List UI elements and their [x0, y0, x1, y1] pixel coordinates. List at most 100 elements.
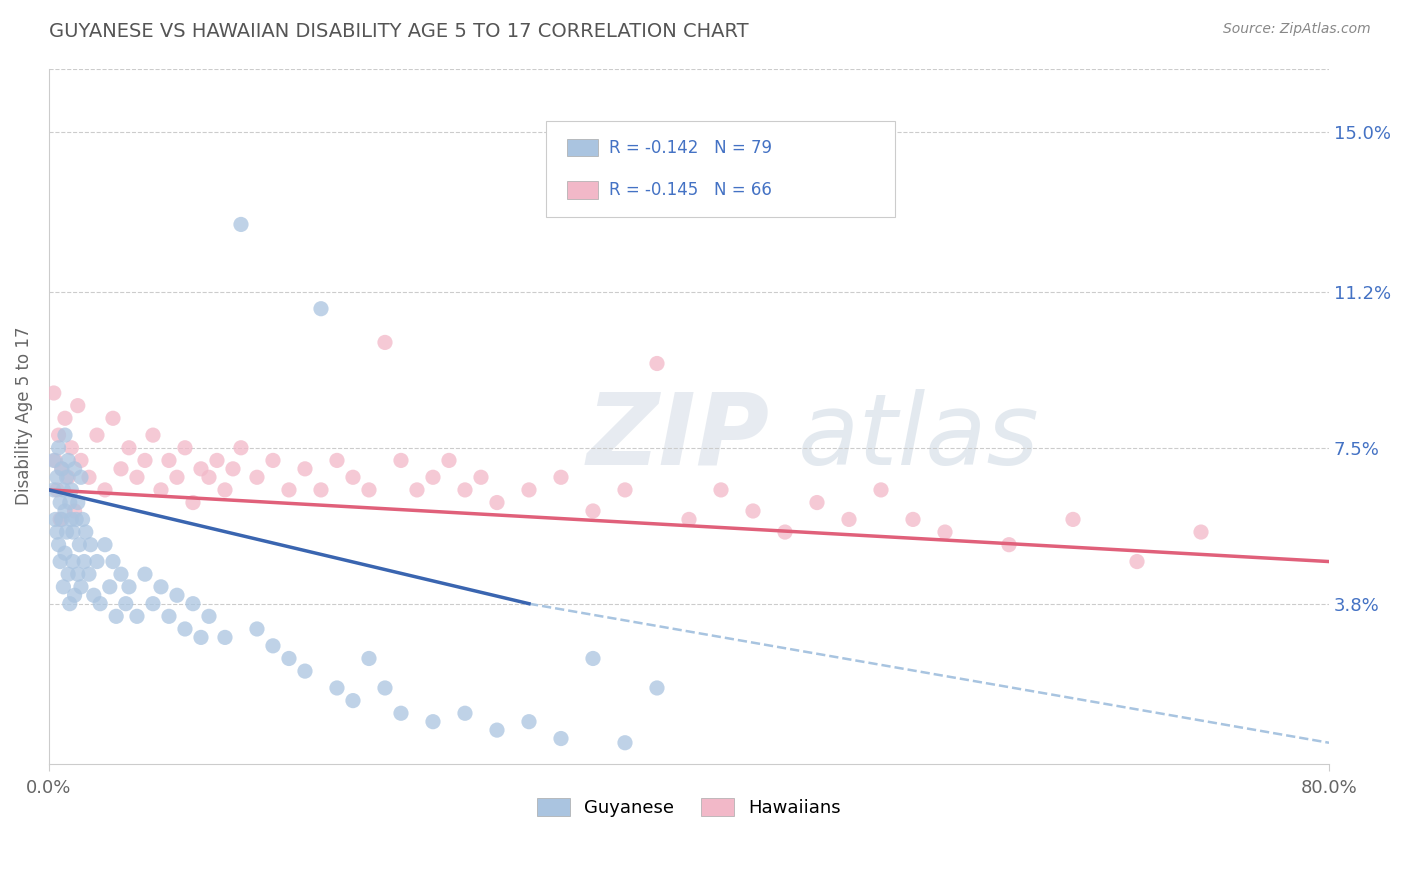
- Point: [517, 483, 540, 497]
- Point: [142, 428, 165, 442]
- Point: [44, 512, 66, 526]
- Point: [294, 462, 316, 476]
- Point: [645, 357, 668, 371]
- Text: ZIP: ZIP: [586, 389, 769, 485]
- Point: [309, 301, 332, 316]
- Point: [550, 470, 572, 484]
- Point: [342, 470, 364, 484]
- Point: [485, 723, 508, 738]
- Point: [77, 567, 100, 582]
- Point: [278, 651, 301, 665]
- Point: [110, 567, 132, 582]
- Point: [181, 597, 204, 611]
- Point: [42, 386, 65, 401]
- Point: [63, 462, 86, 476]
- Point: [582, 504, 605, 518]
- Point: [59, 597, 82, 611]
- Point: [149, 483, 172, 497]
- Point: [166, 588, 188, 602]
- Point: [79, 538, 101, 552]
- Point: [83, 588, 105, 602]
- Legend: Guyanese, Hawaiians: Guyanese, Hawaiians: [530, 790, 848, 824]
- Point: [214, 631, 236, 645]
- Point: [70, 580, 93, 594]
- Point: [870, 483, 893, 497]
- Point: [134, 567, 156, 582]
- Text: atlas: atlas: [797, 389, 1039, 485]
- Point: [742, 504, 765, 518]
- Point: [550, 731, 572, 746]
- Point: [77, 470, 100, 484]
- Point: [59, 495, 82, 509]
- Point: [98, 580, 121, 594]
- Point: [181, 495, 204, 509]
- Point: [389, 706, 412, 721]
- Point: [101, 555, 124, 569]
- Point: [262, 639, 284, 653]
- Point: [838, 512, 860, 526]
- Point: [125, 609, 148, 624]
- Point: [42, 453, 65, 467]
- Point: [66, 399, 89, 413]
- Point: [357, 483, 380, 497]
- Point: [198, 470, 221, 484]
- Point: [75, 524, 97, 539]
- Point: [63, 504, 86, 518]
- Text: R = -0.145   N = 66: R = -0.145 N = 66: [609, 181, 772, 199]
- Point: [118, 441, 141, 455]
- Point: [326, 681, 349, 695]
- Point: [49, 555, 72, 569]
- Point: [72, 512, 94, 526]
- Point: [342, 693, 364, 707]
- Point: [149, 580, 172, 594]
- Point: [60, 512, 83, 526]
- Point: [470, 470, 492, 484]
- Point: [52, 580, 75, 594]
- Point: [174, 441, 197, 455]
- Point: [60, 441, 83, 455]
- Point: [389, 453, 412, 467]
- Point: [134, 453, 156, 467]
- Point: [73, 555, 96, 569]
- Point: [49, 495, 72, 509]
- Point: [56, 453, 79, 467]
- Point: [60, 483, 83, 497]
- Point: [678, 512, 700, 526]
- Point: [246, 470, 269, 484]
- Point: [454, 706, 477, 721]
- Point: [52, 483, 75, 497]
- Point: [614, 736, 637, 750]
- Point: [214, 483, 236, 497]
- Point: [51, 512, 73, 526]
- Point: [46, 483, 69, 497]
- Point: [53, 504, 76, 518]
- Point: [517, 714, 540, 729]
- Point: [118, 580, 141, 594]
- Point: [56, 567, 79, 582]
- Point: [262, 453, 284, 467]
- Point: [1189, 524, 1212, 539]
- Point: [125, 470, 148, 484]
- Point: [70, 453, 93, 467]
- Point: [51, 462, 73, 476]
- Point: [422, 714, 444, 729]
- Point: [110, 462, 132, 476]
- Text: Source: ZipAtlas.com: Source: ZipAtlas.com: [1223, 22, 1371, 37]
- Point: [645, 681, 668, 695]
- Point: [437, 453, 460, 467]
- Point: [773, 524, 796, 539]
- Point: [56, 470, 79, 484]
- Point: [66, 567, 89, 582]
- Y-axis label: Disability Age 5 to 17: Disability Age 5 to 17: [15, 327, 32, 506]
- Point: [66, 495, 89, 509]
- Point: [246, 622, 269, 636]
- Point: [174, 622, 197, 636]
- Point: [229, 218, 252, 232]
- Point: [998, 538, 1021, 552]
- Point: [114, 597, 136, 611]
- Text: GUYANESE VS HAWAIIAN DISABILITY AGE 5 TO 17 CORRELATION CHART: GUYANESE VS HAWAIIAN DISABILITY AGE 5 TO…: [49, 22, 749, 41]
- Point: [86, 555, 108, 569]
- Point: [205, 453, 228, 467]
- Point: [48, 538, 70, 552]
- Point: [42, 483, 65, 497]
